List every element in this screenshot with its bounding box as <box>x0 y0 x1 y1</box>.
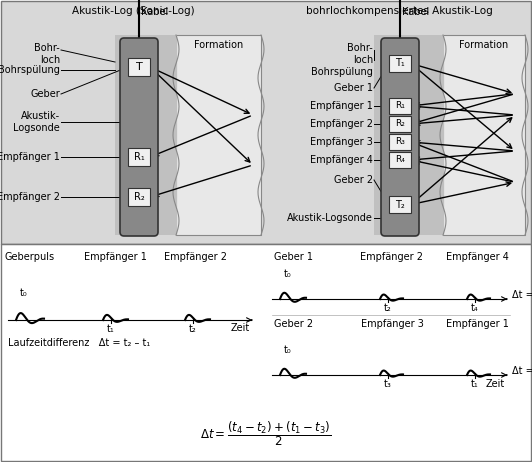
Bar <box>389 196 411 213</box>
Bar <box>1 1 531 244</box>
Text: Empfänger 2: Empfänger 2 <box>310 119 373 129</box>
Text: Empfänger 4: Empfänger 4 <box>310 155 373 165</box>
Text: R₁: R₁ <box>134 152 144 162</box>
Text: R₁: R₁ <box>395 102 405 110</box>
FancyBboxPatch shape <box>120 38 158 236</box>
Text: Bohrspülung: Bohrspülung <box>311 67 373 77</box>
Text: Zeit: Zeit <box>486 379 505 389</box>
Bar <box>176 35 261 235</box>
Text: Kabel: Kabel <box>402 7 429 17</box>
Text: Empfänger 1: Empfänger 1 <box>310 101 373 111</box>
Text: t₁: t₁ <box>107 324 115 334</box>
Text: Geber 2: Geber 2 <box>334 175 373 185</box>
Text: T₂: T₂ <box>395 200 405 209</box>
Bar <box>128 58 150 76</box>
Bar <box>374 35 444 235</box>
Text: Empfänger 3: Empfänger 3 <box>361 319 423 329</box>
Text: t₃: t₃ <box>384 379 392 389</box>
Text: Akustik-Logsonde: Akustik-Logsonde <box>287 213 373 223</box>
Text: Empfänger 4: Empfänger 4 <box>446 252 509 262</box>
Text: $\Delta t = \dfrac{(t_4 - t_2) + (t_1 - t_3)}{2}$: $\Delta t = \dfrac{(t_4 - t_2) + (t_1 - … <box>200 419 332 448</box>
Text: Geber 1: Geber 1 <box>334 83 373 93</box>
Text: Kabel: Kabel <box>141 7 168 17</box>
Text: t₀: t₀ <box>284 269 292 279</box>
Text: t₀: t₀ <box>284 345 292 355</box>
Text: R₄: R₄ <box>395 156 405 164</box>
Text: Bohr-
loch: Bohr- loch <box>34 43 60 65</box>
Text: Empfänger 2: Empfänger 2 <box>361 252 423 262</box>
Text: t₀: t₀ <box>20 288 28 298</box>
Text: Geber: Geber <box>30 89 60 99</box>
Bar <box>115 35 177 235</box>
Text: Empfänger 2: Empfänger 2 <box>163 252 227 262</box>
Bar <box>389 134 411 150</box>
Text: Geberpuls: Geberpuls <box>5 252 55 262</box>
Text: Bohrspülung: Bohrspülung <box>0 65 60 75</box>
Text: Geber 1: Geber 1 <box>275 252 313 262</box>
Text: Akustik-Log (Sonic-Log): Akustik-Log (Sonic-Log) <box>72 6 194 16</box>
Text: Δt = t₁ – t₃: Δt = t₁ – t₃ <box>512 366 532 376</box>
Text: t₂: t₂ <box>189 324 197 334</box>
Text: T: T <box>136 62 143 72</box>
Bar <box>389 98 411 114</box>
FancyBboxPatch shape <box>381 38 419 236</box>
Bar <box>128 188 150 206</box>
Text: bohrlochkompensiertes Akustik-Log: bohrlochkompensiertes Akustik-Log <box>305 6 493 16</box>
Text: Bohr-
loch: Bohr- loch <box>347 43 373 65</box>
Text: t₂: t₂ <box>384 303 392 313</box>
Bar <box>389 55 411 72</box>
Text: Empfänger 2: Empfänger 2 <box>0 192 60 202</box>
Text: Formation: Formation <box>194 40 243 50</box>
Bar <box>128 148 150 166</box>
Text: Empfänger 1: Empfänger 1 <box>446 319 509 329</box>
Text: t₄: t₄ <box>471 303 479 313</box>
Text: Formation: Formation <box>459 40 509 50</box>
Text: Empfänger 1: Empfänger 1 <box>84 252 146 262</box>
Bar <box>389 152 411 168</box>
Text: t₁: t₁ <box>471 379 479 389</box>
Text: Empfänger 3: Empfänger 3 <box>310 137 373 147</box>
Text: Akustik-
Logsonde: Akustik- Logsonde <box>13 111 60 133</box>
Text: Laufzeitdifferenz   Δt = t₂ – t₁: Laufzeitdifferenz Δt = t₂ – t₁ <box>8 338 150 348</box>
Text: R₃: R₃ <box>395 138 405 146</box>
Text: R₂: R₂ <box>395 120 405 128</box>
Bar <box>1 244 531 461</box>
Text: Empfänger 1: Empfänger 1 <box>0 152 60 162</box>
Text: T₁: T₁ <box>395 59 405 68</box>
Bar <box>443 35 525 235</box>
Text: Geber 2: Geber 2 <box>275 319 313 329</box>
Text: Δt = t₄ – t₂: Δt = t₄ – t₂ <box>512 290 532 300</box>
Text: R₂: R₂ <box>134 192 144 202</box>
Bar <box>389 116 411 132</box>
Text: Zeit: Zeit <box>231 323 250 333</box>
